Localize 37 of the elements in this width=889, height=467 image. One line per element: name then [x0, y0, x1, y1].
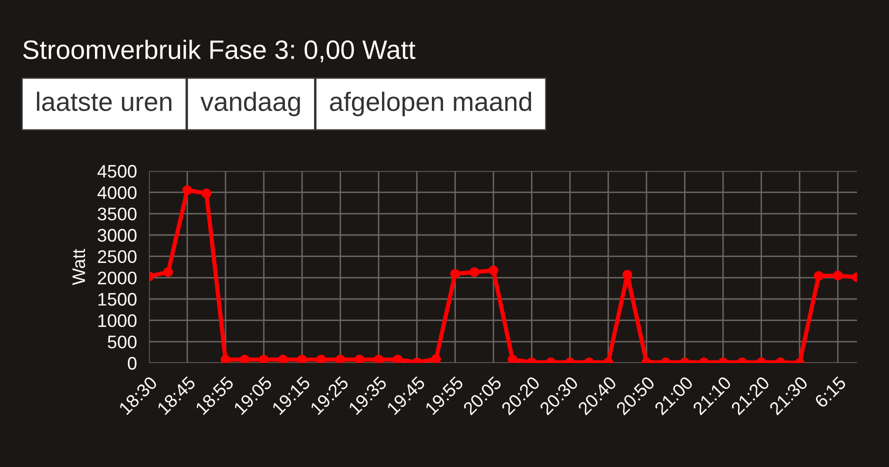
point: [469, 267, 480, 277]
point: [278, 354, 288, 363]
point: [202, 188, 212, 198]
point: [316, 354, 326, 363]
y-tick-label: 0: [128, 356, 136, 370]
text: vandaag: [200, 92, 300, 116]
y-tick-label: 3000: [98, 228, 136, 242]
y-tick-label: 4500: [97, 164, 136, 178]
point: [163, 267, 173, 277]
y-axis-title: Watt: [72, 248, 86, 286]
point: [488, 266, 498, 276]
point: [374, 354, 384, 363]
point: [431, 354, 441, 363]
point: [220, 354, 230, 363]
x-tick-label: 6:15: [814, 376, 847, 408]
point: [182, 185, 192, 196]
y-tick-label: 1500: [98, 292, 136, 306]
text: afgelopen maand: [330, 92, 532, 116]
y-tick-label: 1000: [98, 314, 136, 328]
point: [833, 270, 843, 280]
point: [814, 271, 824, 281]
chart-title: Stroomverbruik Fase 3: 0,00 Watt: [23, 40, 416, 62]
y-tick-label: 3500: [98, 208, 136, 220]
y-tick-label: 500: [108, 336, 136, 348]
point: [258, 354, 269, 363]
point: [297, 354, 307, 363]
y-tick-label: 2500: [98, 250, 136, 264]
point: [622, 270, 632, 280]
point: [508, 354, 518, 363]
point: [335, 354, 346, 363]
point: [240, 354, 250, 363]
y-tick-label: 4000: [97, 186, 136, 200]
point: [392, 354, 403, 363]
point: [450, 268, 460, 279]
y-tick-label: 2000: [98, 272, 136, 284]
point: [354, 354, 364, 363]
text: laatste uren: [36, 92, 172, 112]
